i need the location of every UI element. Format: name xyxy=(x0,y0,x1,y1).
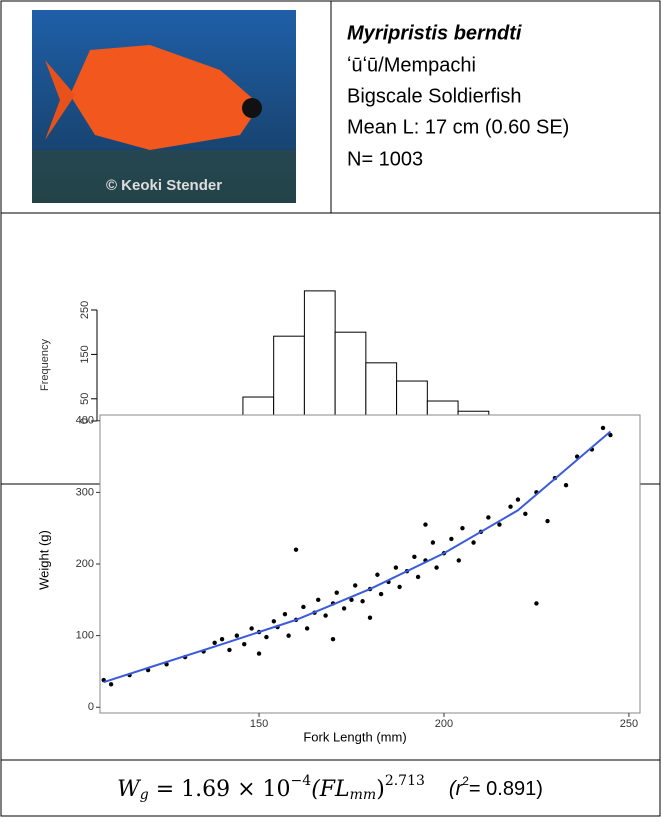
mean-length: Mean L: 17 cm (0.60 SE) xyxy=(347,116,569,138)
x-tick-label: 250 xyxy=(620,718,638,730)
data-point xyxy=(353,583,357,587)
x-tick-label: 150 xyxy=(250,718,268,730)
y-axis-title: Frequency xyxy=(39,339,51,391)
data-point xyxy=(423,522,427,526)
data-point xyxy=(264,635,268,639)
data-point xyxy=(360,599,364,603)
species-name: Myripristis berndti xyxy=(347,22,522,44)
formula: Wg = 1.69 × 10−4(FLmm)2.713(r2= 0.891) xyxy=(117,773,543,803)
data-point xyxy=(534,601,538,605)
common-name: Bigscale Soldierfish xyxy=(347,85,522,107)
data-point xyxy=(212,641,216,645)
data-point xyxy=(272,619,276,623)
histogram-bar xyxy=(304,291,335,421)
y-tick-label: 50 xyxy=(79,393,91,405)
formula-part: = 0.891) xyxy=(469,778,543,800)
x-axis-title: Fork Length (mm) xyxy=(303,729,406,744)
y-tick-label: 400 xyxy=(76,415,94,427)
data-point xyxy=(305,626,309,630)
sample-size: N= 1003 xyxy=(347,148,423,170)
data-point xyxy=(109,682,113,686)
data-point xyxy=(471,540,475,544)
histogram-bar xyxy=(366,363,397,421)
data-point xyxy=(368,616,372,620)
formula-part: g xyxy=(140,787,149,803)
data-point xyxy=(294,547,298,551)
formula-part: ) xyxy=(376,777,385,802)
data-point xyxy=(249,626,253,630)
data-point xyxy=(242,642,246,646)
y-axis-title: Weight (g) xyxy=(36,530,51,590)
data-point xyxy=(323,613,327,617)
formula-part: −4 xyxy=(291,773,312,789)
formula-part: = 1.69 × 10 xyxy=(149,777,291,802)
data-point xyxy=(457,558,461,562)
y-tick-label: 250 xyxy=(79,301,91,319)
fish-photo: © Keoki Stender xyxy=(32,10,296,203)
x-tick-label: 200 xyxy=(435,718,453,730)
formula-part: mm xyxy=(350,787,377,803)
data-point xyxy=(449,537,453,541)
data-point xyxy=(342,606,346,610)
data-point xyxy=(394,565,398,569)
photo-credit: © Keoki Stender xyxy=(106,177,222,194)
y-tick-label: 200 xyxy=(76,558,94,570)
data-point xyxy=(601,426,605,430)
data-point xyxy=(316,598,320,602)
data-point xyxy=(523,512,527,516)
formula-part: W xyxy=(117,777,142,802)
data-point xyxy=(486,515,490,519)
data-point xyxy=(283,612,287,616)
data-point xyxy=(227,648,231,652)
data-point xyxy=(431,540,435,544)
data-point xyxy=(516,497,520,501)
data-point xyxy=(335,590,339,594)
data-point xyxy=(564,483,568,487)
data-point xyxy=(397,585,401,589)
hawaiian-name: ʻūʻū/Mempachi xyxy=(347,54,476,76)
y-tick-label: 100 xyxy=(76,630,94,642)
data-point xyxy=(220,637,224,641)
data-point xyxy=(286,633,290,637)
data-point xyxy=(412,555,416,559)
histogram-bar xyxy=(274,336,305,421)
y-tick-label: 0 xyxy=(88,701,94,713)
data-point xyxy=(375,573,379,577)
data-point xyxy=(508,504,512,508)
data-point xyxy=(416,575,420,579)
formula-part: (FL xyxy=(311,777,349,802)
formula-part: 2.713 xyxy=(385,773,425,789)
data-point xyxy=(301,605,305,609)
plot-panel xyxy=(100,415,640,713)
y-tick-label: 300 xyxy=(76,486,94,498)
y-tick-label: 150 xyxy=(79,345,91,363)
histogram-bar xyxy=(335,332,366,421)
data-point xyxy=(331,637,335,641)
data-point xyxy=(434,565,438,569)
data-point xyxy=(379,592,383,596)
data-point xyxy=(545,519,549,523)
data-point xyxy=(257,651,261,655)
data-point xyxy=(460,526,464,530)
data-point xyxy=(235,633,239,637)
